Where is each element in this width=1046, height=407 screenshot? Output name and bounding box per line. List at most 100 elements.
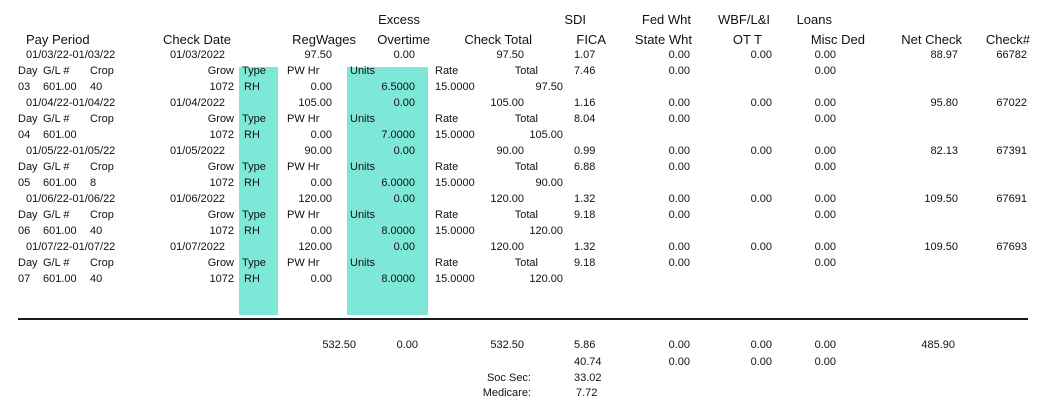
totals-divider [18, 318, 1028, 320]
detail-label-units: Units [350, 161, 376, 173]
detail-day: 05 [18, 177, 31, 189]
check-wbf-li: 0.00 [750, 49, 772, 61]
check-check-total: 90.00 [496, 145, 524, 157]
check-sdi: 0.99 [574, 145, 596, 157]
detail-label-grow: Grow [207, 209, 234, 221]
check-check-number: 67693 [996, 241, 1027, 253]
check-net-check: 109.50 [924, 241, 958, 253]
header-wbf-li: WBF/L&I [717, 12, 770, 27]
check-check-number: 67022 [996, 97, 1027, 109]
detail-total: 90.00 [535, 177, 563, 189]
detail-label-type: Type [242, 113, 266, 125]
header-ott: OT T [732, 32, 762, 47]
detail-type: RH [244, 273, 260, 285]
header-reg-wages: RegWages [292, 32, 356, 47]
detail-label-total: Total [514, 209, 538, 221]
detail-label-gl: G/L # [43, 113, 70, 125]
detail-gl-code: 601.00 [43, 225, 77, 237]
check-misc-ded: 0.00 [814, 209, 836, 221]
detail-units: 6.0000 [381, 177, 415, 189]
detail-rate: 15.0000 [435, 177, 475, 189]
detail-label-units: Units [350, 65, 376, 77]
header-pay-period: Pay Period [26, 32, 90, 47]
check-check-date: 01/07/2022 [170, 241, 226, 253]
header-overtime: Overtime [377, 32, 430, 47]
detail-label-pw-hr: PW Hr [287, 161, 320, 173]
detail-grow: 1072 [209, 177, 234, 189]
header-misc-ded: Misc Ded [810, 32, 865, 47]
units-column-highlight [347, 67, 428, 315]
check-check-number: 67391 [996, 145, 1027, 157]
totals-state-wht: 0.00 [668, 356, 690, 368]
header-loans: Loans [796, 12, 832, 27]
detail-rate: 15.0000 [435, 225, 475, 237]
detail-units: 8.0000 [381, 273, 415, 285]
check-net-check: 109.50 [924, 193, 958, 205]
detail-total: 120.00 [529, 273, 563, 285]
detail-label-day: Day [18, 113, 38, 125]
totals-medicare-label: Medicare: [482, 387, 531, 399]
type-column-highlight [239, 67, 278, 315]
check-wbf-li: 0.00 [750, 241, 772, 253]
check-pay-period: 01/07/22-01/07/22 [26, 241, 116, 253]
check-state-wht: 0.00 [668, 209, 690, 221]
detail-label-type: Type [242, 65, 266, 77]
detail-label-units: Units [350, 209, 376, 221]
detail-rate: 15.0000 [435, 81, 475, 93]
detail-label-grow: Grow [207, 113, 234, 125]
check-fica: 6.88 [574, 161, 596, 173]
detail-type: RH [244, 129, 260, 141]
totals-misc-ded: 0.00 [814, 356, 836, 368]
check-overtime: 0.00 [393, 97, 415, 109]
totals-loans: 0.00 [814, 339, 836, 351]
detail-label-day: Day [18, 161, 38, 173]
check-sdi: 1.32 [574, 193, 596, 205]
detail-label-rate: Rate [435, 113, 459, 125]
header-state-wht: State Wht [634, 32, 692, 47]
detail-label-gl: G/L # [43, 161, 70, 173]
check-pay-period: 01/04/22-01/04/22 [26, 97, 116, 109]
totals-ott: 0.00 [750, 356, 772, 368]
check-net-check: 88.97 [930, 49, 958, 61]
check-check-total: 105.00 [490, 97, 524, 109]
totals-sdi: 5.86 [574, 339, 596, 351]
detail-day: 07 [18, 273, 31, 285]
detail-gl-code: 601.00 [43, 81, 77, 93]
check-reg-wages: 90.00 [304, 145, 332, 157]
check-fica: 9.18 [574, 209, 596, 221]
detail-label-gl: G/L # [43, 65, 70, 77]
detail-units: 7.0000 [381, 129, 415, 141]
detail-label-units: Units [350, 113, 376, 125]
header-fica: FICA [576, 32, 606, 47]
detail-label-rate: Rate [435, 161, 459, 173]
check-check-number: 66782 [996, 49, 1027, 61]
detail-rate: 15.0000 [435, 129, 475, 141]
check-sdi: 1.07 [574, 49, 596, 61]
header-excess: Excess [378, 12, 420, 27]
detail-crop: 40 [90, 225, 103, 237]
detail-label-day: Day [18, 209, 38, 221]
detail-units: 8.0000 [381, 225, 415, 237]
detail-label-gl: G/L # [43, 209, 70, 221]
check-overtime: 0.00 [393, 193, 415, 205]
detail-units: 6.5000 [381, 81, 415, 93]
check-loans: 0.00 [814, 49, 836, 61]
header-sdi: SDI [564, 12, 586, 27]
check-check-number: 67691 [996, 193, 1027, 205]
check-misc-ded: 0.00 [814, 257, 836, 269]
detail-gl-code: 601.00 [43, 177, 77, 189]
check-sdi: 1.32 [574, 241, 596, 253]
detail-label-rate: Rate [435, 65, 459, 77]
detail-grow: 1072 [209, 81, 234, 93]
detail-pw-hr: 0.00 [310, 273, 332, 285]
check-overtime: 0.00 [393, 49, 415, 61]
detail-gl-code: 601.00 [43, 129, 77, 141]
check-fed-wht: 0.00 [668, 193, 690, 205]
check-misc-ded: 0.00 [814, 113, 836, 125]
totals-fica: 40.74 [574, 356, 602, 368]
detail-total: 105.00 [529, 129, 563, 141]
detail-label-pw-hr: PW Hr [287, 113, 320, 125]
detail-label-total: Total [514, 257, 538, 269]
check-fed-wht: 0.00 [668, 145, 690, 157]
detail-label-pw-hr: PW Hr [287, 257, 320, 269]
